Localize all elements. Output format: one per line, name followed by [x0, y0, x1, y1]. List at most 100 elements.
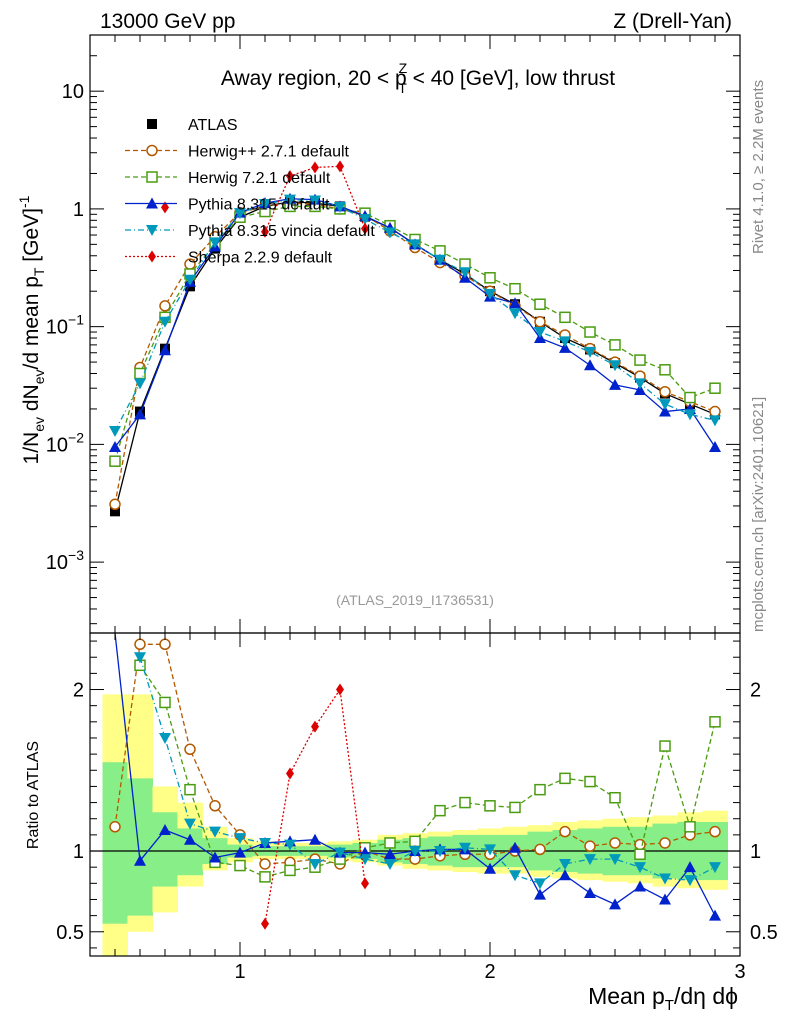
x-tick-label: 2 [484, 961, 495, 983]
data-point [509, 297, 521, 309]
y-tick-label: 0.5 [56, 922, 84, 944]
data-point [559, 825, 571, 838]
y-tick-label-right: 1 [750, 841, 761, 863]
data-point [234, 833, 246, 845]
data-point [311, 161, 319, 174]
data-point [684, 861, 696, 873]
data-point [159, 300, 171, 312]
x-tick-label: 3 [734, 961, 745, 983]
data-point [284, 194, 296, 206]
data-point [259, 837, 271, 849]
legend-item-sherpa-2-2-9-default: Sherpa 2.2.9 default [125, 250, 333, 267]
data-point [709, 405, 721, 418]
data-point [184, 743, 196, 756]
data-point [261, 917, 269, 930]
data-point [336, 160, 344, 173]
data-point [334, 847, 346, 859]
data-point [659, 405, 671, 417]
data-point [311, 720, 319, 733]
legend-marker [146, 225, 158, 236]
y-tick-label: 10−1 [46, 312, 84, 339]
data-point [659, 740, 671, 752]
legend-item-herwig-2-7-1-default: Herwig++ 2.7.1 default [125, 144, 350, 161]
data-point [109, 425, 121, 437]
data-point [134, 367, 146, 380]
data-point [609, 898, 621, 910]
data-point [161, 201, 169, 214]
data-point [134, 378, 146, 390]
data-point [309, 858, 321, 870]
data-point [109, 455, 121, 467]
data-point [534, 783, 546, 796]
data-point [534, 888, 546, 900]
data-point [359, 214, 371, 226]
mcplots-label: mcplots.cern.ch [arXiv:2401.10621] [750, 397, 767, 632]
data-point [534, 327, 546, 339]
data-point [159, 344, 171, 356]
data-point [634, 354, 646, 366]
data-point [284, 864, 296, 877]
watermark: (ATLAS_2019_I1736531) [336, 592, 494, 608]
data-point [109, 498, 121, 511]
data-point [361, 877, 369, 890]
data-point [509, 282, 521, 295]
legend-marker [146, 144, 158, 157]
data-point [484, 288, 496, 300]
series-line [139, 657, 716, 885]
legend-item-pythia-8-315-vincia-default: Pythia 8.315 vincia default [125, 223, 375, 240]
data-point [259, 199, 271, 211]
data-point [584, 326, 596, 338]
data-point [634, 383, 646, 395]
y-tick-label: 10−2 [46, 429, 84, 456]
legend-label: Pythia 8.315 default [188, 197, 330, 214]
data-point [584, 359, 596, 371]
data-point [534, 316, 546, 328]
series-line [264, 165, 366, 232]
data-point [309, 195, 321, 207]
data-point [659, 385, 671, 398]
data-point [609, 854, 621, 866]
data-point [584, 887, 596, 899]
legend-item-atlas: ATLAS [147, 117, 238, 134]
rivet-label: Rivet 4.1.0, ≥ 2.2M events [750, 80, 767, 254]
series-pythia-8-315-vincia-default [134, 652, 721, 890]
data-point [234, 859, 246, 872]
data-point [534, 878, 546, 890]
data-point [434, 804, 446, 817]
data-point [309, 833, 321, 845]
data-point [384, 837, 396, 849]
data-point [409, 239, 421, 251]
legend-label: Sherpa 2.2.9 default [188, 250, 333, 267]
y-tick-label: 10−3 [46, 547, 84, 574]
main-title-sub: T [398, 80, 407, 96]
data-point [109, 821, 121, 833]
series-sherpa-2-2-9-default [161, 160, 369, 238]
data-point [159, 696, 171, 709]
legend-item-pythia-8-315-default: Pythia 8.315 default [125, 197, 330, 214]
data-point [261, 225, 269, 238]
data-point [134, 408, 146, 420]
ratio-ylabel: Ratio to ATLAS [25, 741, 42, 849]
data-point [584, 346, 596, 358]
header-right: Z (Drell-Yan) [613, 10, 732, 33]
data-point [184, 274, 196, 286]
data-point [209, 826, 221, 838]
legend-marker [146, 171, 158, 183]
data-point [559, 858, 571, 870]
main-title-pre: Away region, 20 < p [221, 67, 407, 90]
data-point [559, 341, 571, 353]
data-point [559, 311, 571, 324]
data-point [584, 775, 596, 788]
data-point [609, 378, 621, 390]
data-point [709, 415, 721, 427]
data-point [484, 800, 496, 812]
data-point [609, 791, 621, 804]
data-point [134, 638, 146, 651]
data-point [109, 441, 121, 453]
data-point [659, 399, 671, 411]
legend-label: ATLAS [188, 117, 238, 134]
data-point [434, 846, 446, 858]
data-point [336, 683, 344, 696]
data-point [559, 772, 571, 785]
